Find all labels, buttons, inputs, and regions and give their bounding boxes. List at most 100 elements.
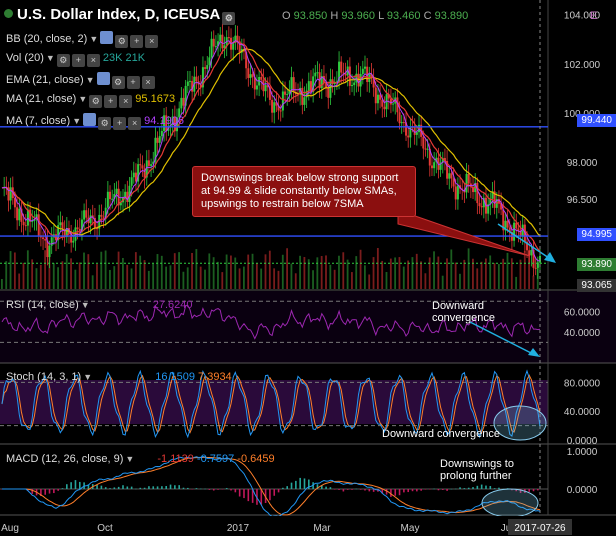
- volume-bar: [519, 259, 522, 289]
- candle-body: [340, 61, 343, 73]
- ema-legend[interactable]: EMA (21, close) ▼ ⚙ + ×: [6, 72, 155, 89]
- chevron-down-icon[interactable]: ▼: [85, 75, 95, 85]
- gear-icon[interactable]: ⚙: [89, 95, 103, 108]
- gear-icon[interactable]: ⚙: [222, 12, 236, 25]
- ma7-legend[interactable]: MA (7, close) ▼ ⚙ + × 94.1906: [6, 113, 184, 130]
- candle-body: [208, 57, 211, 66]
- rsi-line: [1, 304, 541, 340]
- annotation-stoch: Downward convergence: [382, 428, 501, 440]
- chevron-down-icon[interactable]: ▼: [83, 372, 93, 382]
- macd-hist-bar: [243, 489, 245, 499]
- macd-hist-bar: [394, 489, 397, 496]
- gear-icon[interactable]: ⚙: [115, 35, 129, 48]
- macd-hist-bar: [346, 489, 349, 490]
- plus-icon[interactable]: +: [104, 95, 118, 108]
- candle-body: [513, 222, 516, 241]
- macd-legend[interactable]: MACD (12, 26, close, 9) ▼ -1.1139 -0.7597…: [6, 453, 275, 465]
- x-tick-label: May: [401, 523, 420, 534]
- volume-bar: [65, 254, 68, 289]
- candle-body: [303, 97, 306, 105]
- candle-body: [372, 77, 375, 88]
- volume-bar: [515, 276, 518, 289]
- macd-hist-bar: [277, 489, 280, 493]
- gear-icon[interactable]: ⚙: [56, 54, 70, 67]
- volume-bar: [424, 273, 427, 289]
- stoch-legend[interactable]: Stoch (14, 3, 1) ▼ 16.1509 7.3934: [6, 371, 232, 383]
- corner-badge[interactable]: E: [590, 10, 598, 22]
- low-value: 93.460: [386, 10, 421, 22]
- plus-icon[interactable]: +: [130, 35, 144, 48]
- candle-body: [387, 94, 390, 99]
- chevron-down-icon[interactable]: ▼: [125, 454, 135, 464]
- chevron-down-icon[interactable]: ▼: [80, 300, 90, 310]
- volume-bar: [333, 269, 336, 289]
- plus-icon[interactable]: +: [126, 76, 140, 89]
- plus-icon[interactable]: +: [113, 117, 127, 130]
- volume-bar: [489, 255, 492, 289]
- vol-legend[interactable]: Vol (20) ▼ ⚙ + × 23K 21K: [6, 52, 145, 67]
- volume-bar: [165, 266, 168, 289]
- volume-bar: [31, 259, 34, 289]
- volume-bar: [70, 258, 72, 289]
- volume-bar: [303, 257, 306, 289]
- gear-icon[interactable]: ⚙: [111, 76, 125, 89]
- macd-hist-bar: [182, 487, 185, 489]
- candle-body: [327, 87, 330, 98]
- eye-icon[interactable]: [83, 113, 97, 126]
- eye-icon[interactable]: [96, 72, 110, 85]
- candle-body: [383, 106, 386, 110]
- plus-icon[interactable]: +: [71, 54, 85, 67]
- candle-body: [227, 37, 230, 39]
- x-tick-label: 2017: [227, 523, 250, 534]
- candle-body: [18, 208, 21, 221]
- macd-hist-bar: [109, 488, 111, 489]
- candle-body: [273, 102, 276, 113]
- close-icon[interactable]: ×: [141, 76, 155, 89]
- candle-body: [307, 81, 310, 91]
- ma21-legend[interactable]: MA (21, close) ▼ ⚙ + × 95.1673: [6, 93, 175, 108]
- candle-body: [63, 229, 66, 238]
- resistance-price-box: 99.440: [577, 114, 616, 127]
- candle-body: [338, 61, 341, 82]
- candle-body: [426, 148, 429, 150]
- chevron-down-icon[interactable]: ▼: [45, 53, 55, 63]
- candle-body: [443, 157, 446, 162]
- close-icon[interactable]: ×: [145, 35, 159, 48]
- candle-body: [188, 80, 191, 82]
- volume-bar: [463, 259, 466, 289]
- macd-hist-bar: [385, 489, 388, 495]
- candle-body: [353, 82, 356, 86]
- chevron-down-icon[interactable]: ▼: [78, 94, 88, 104]
- chevron-down-icon[interactable]: ▼: [89, 34, 99, 44]
- candle-body: [320, 76, 323, 89]
- volume-bar: [91, 275, 94, 289]
- candle-body: [96, 228, 99, 230]
- volume-bar: [130, 268, 133, 289]
- macd-hist-bar: [316, 484, 319, 489]
- rsi-label: RSI (14, close): [6, 299, 79, 311]
- candle-body: [376, 94, 379, 104]
- volume-bar: [217, 261, 219, 289]
- chevron-down-icon[interactable]: ▼: [72, 116, 82, 126]
- volume-bar: [117, 251, 120, 289]
- bb-legend[interactable]: BB (20, close, 2) ▼ ⚙ + ×: [6, 31, 159, 48]
- rsi-legend[interactable]: RSI (14, close) ▼ 27.6240: [6, 299, 193, 311]
- eye-icon[interactable]: [100, 31, 114, 44]
- macd-hist-bar: [217, 489, 219, 490]
- indicator-tick-label: 0.0000: [567, 485, 598, 496]
- candle-body: [195, 76, 198, 82]
- macd-hist-bar: [450, 488, 453, 490]
- candle-body: [407, 135, 410, 138]
- signal-value: -0.7597: [196, 453, 235, 465]
- gear-icon[interactable]: ⚙: [98, 117, 112, 130]
- candle-body: [219, 34, 222, 42]
- close-icon[interactable]: ×: [128, 117, 142, 130]
- close-icon[interactable]: ×: [86, 54, 100, 67]
- macd-hist-bar: [433, 488, 435, 490]
- macd-hist-bar: [178, 485, 180, 489]
- volume-bar: [74, 269, 77, 289]
- close-icon[interactable]: ×: [119, 95, 133, 108]
- macd-hist-bar: [437, 489, 440, 491]
- candle-body: [33, 219, 36, 221]
- candle-body: [139, 164, 142, 166]
